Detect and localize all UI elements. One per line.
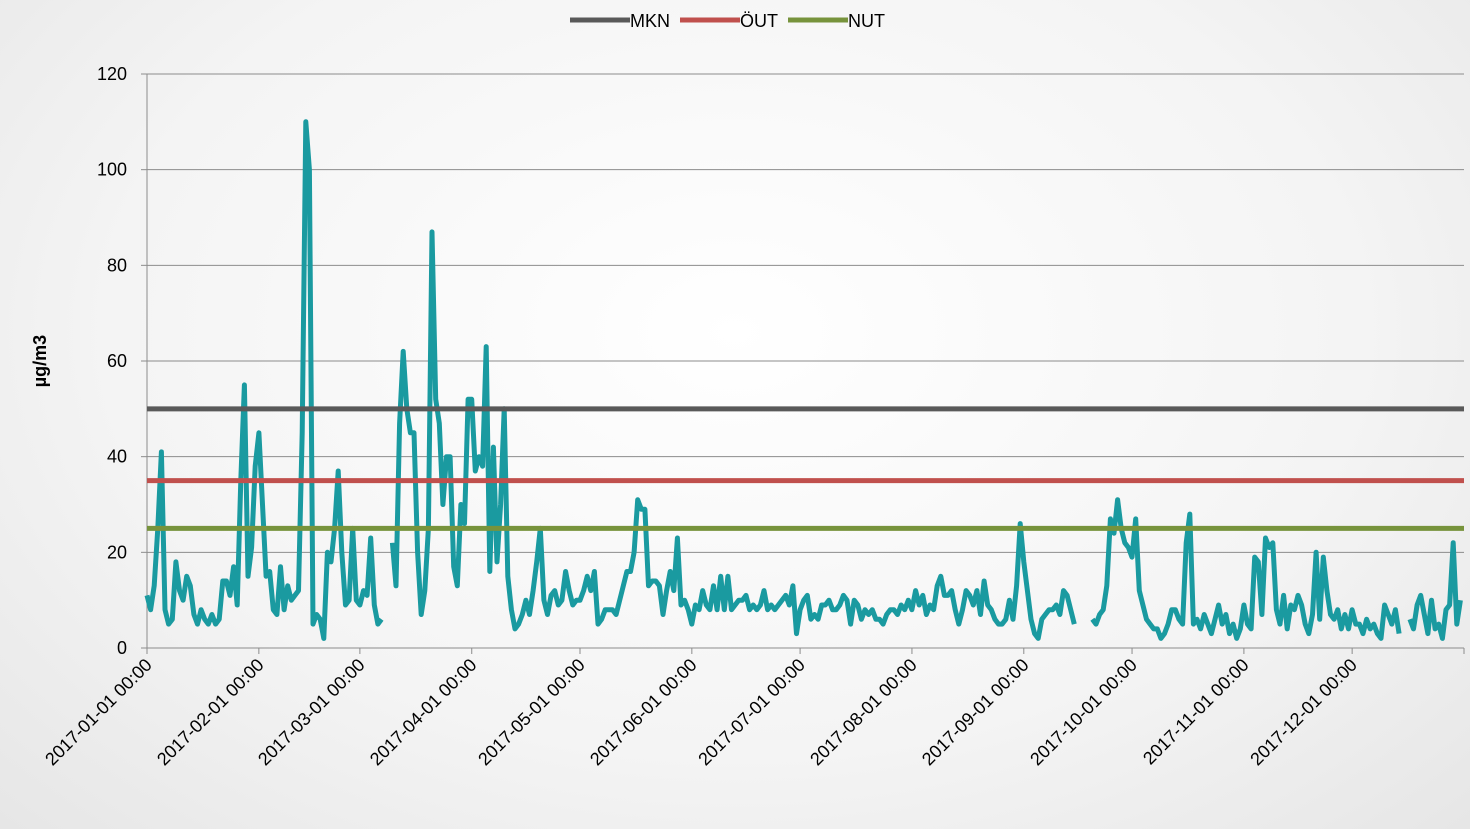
x-tick-label: 2017-10-01 00:00 <box>1026 655 1141 770</box>
y-tick-label: 60 <box>107 351 127 371</box>
legend: MKN ÖUT NUT <box>570 11 885 31</box>
y-tick-label: 80 <box>107 255 127 275</box>
x-tick-label: 2017-12-01 00:00 <box>1246 655 1361 770</box>
x-tick-label: 2017-05-01 00:00 <box>474 655 589 770</box>
data-line <box>144 119 1463 641</box>
y-tick-label: 40 <box>107 447 127 467</box>
x-tick-label: 2017-06-01 00:00 <box>586 655 701 770</box>
y-tick-label: 120 <box>97 64 127 84</box>
x-tick-label: 2017-04-01 00:00 <box>366 655 481 770</box>
x-tick-label: 2017-01-01 00:00 <box>41 655 156 770</box>
y-axis-label: µg/m3 <box>30 335 50 387</box>
y-tick-label: 0 <box>117 638 127 658</box>
x-tick-label: 2017-09-01 00:00 <box>918 655 1033 770</box>
x-tick-label: 2017-11-01 00:00 <box>1139 655 1253 769</box>
legend-label: MKN <box>630 11 670 31</box>
x-tick-label: 2017-08-01 00:00 <box>806 655 921 770</box>
legend-label: ÖUT <box>740 11 778 31</box>
x-tick-label: 2017-03-01 00:00 <box>254 655 369 770</box>
y-tick-label: 20 <box>107 542 127 562</box>
x-tick-label: 2017-07-01 00:00 <box>694 655 809 770</box>
y-tick-label: 100 <box>97 160 127 180</box>
x-tick-label: 2017-02-01 00:00 <box>153 655 268 770</box>
legend-label: NUT <box>848 11 885 31</box>
